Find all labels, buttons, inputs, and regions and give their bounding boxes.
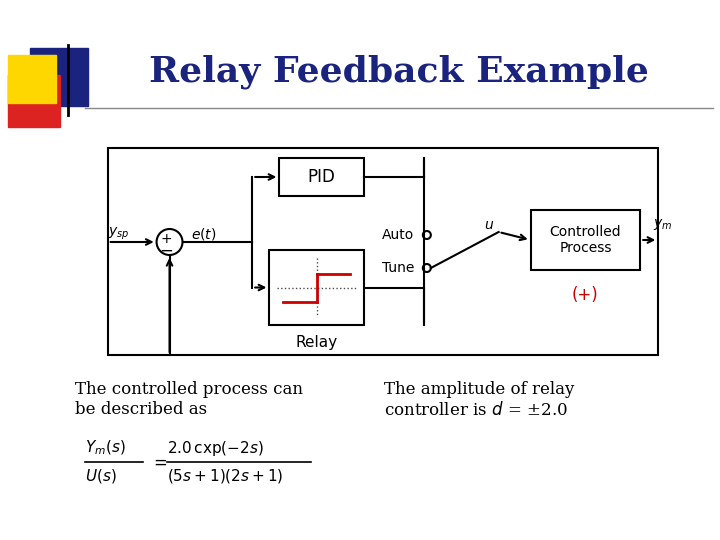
Text: $(5s+1)(2s+1)$: $(5s+1)(2s+1)$ [166,467,283,485]
Bar [8,55,56,103]
Text: Relay Feedback Example: Relay Feedback Example [149,55,649,89]
Text: $U(s)$: $U(s)$ [85,467,117,485]
Text: +: + [161,232,172,246]
Text: $=$: $=$ [150,453,167,471]
Text: $y_{sp}$: $y_{sp}$ [108,226,129,242]
Text: $y_m$: $y_m$ [653,218,672,233]
Text: (+): (+) [572,286,599,304]
Text: The controlled process can: The controlled process can [75,381,303,399]
Text: The amplitude of relay: The amplitude of relay [384,381,575,399]
Bar [30,48,88,106]
Text: Controlled: Controlled [549,225,621,239]
Text: Tune: Tune [382,261,414,275]
Text: Relay: Relay [296,334,338,349]
Text: $e(t)$: $e(t)$ [192,226,217,242]
Text: $Y_m(s)$: $Y_m(s)$ [85,439,125,457]
Text: PID: PID [307,168,336,186]
Bar [531,210,640,270]
Bar [108,148,658,355]
Bar [269,250,364,325]
Text: be described as: be described as [75,402,207,418]
Text: Auto: Auto [382,228,414,242]
Bar [279,158,364,196]
Text: $u$: $u$ [484,218,494,232]
Text: $2.0\,\mathrm{cxp}(-2s)$: $2.0\,\mathrm{cxp}(-2s)$ [166,438,264,457]
Text: Process: Process [559,241,612,255]
Text: −: − [160,242,174,260]
Bar [8,75,60,127]
Text: controller is $d$ = ±2.0: controller is $d$ = ±2.0 [384,401,568,419]
